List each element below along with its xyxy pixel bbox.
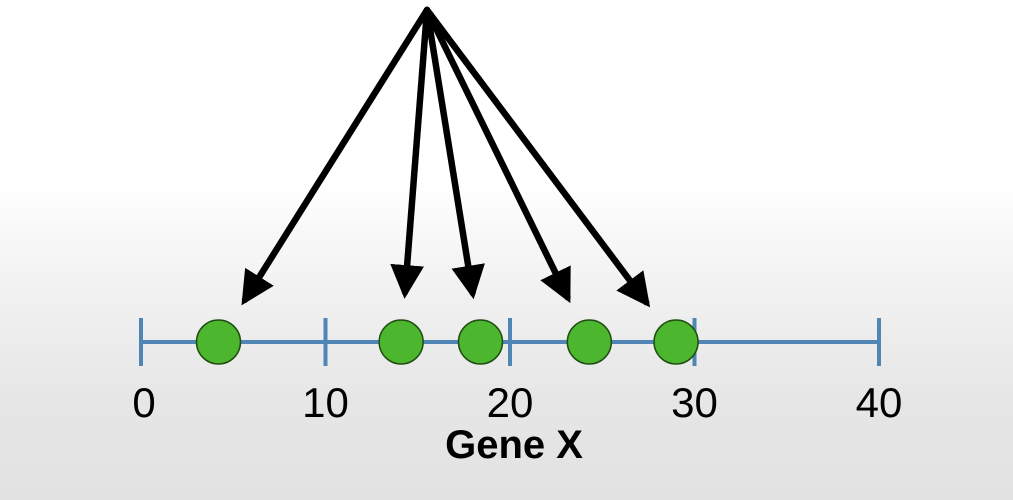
tick-label: 10 [302,379,349,426]
data-point [457,319,504,365]
x-axis-title: Gene X [445,423,583,467]
tick-label: 20 [487,379,534,426]
tick-label: 40 [856,379,903,426]
data-point [566,319,613,365]
tick-label: 30 [671,379,718,426]
data-point [653,319,699,365]
arrow [241,6,431,306]
data-point [195,319,242,365]
arrow-group [241,6,651,308]
arrow [423,6,571,304]
tick-label-group: 0 10 20 30 40 [132,379,902,426]
x-axis [139,318,881,366]
arrow [390,6,431,299]
arrow [423,6,485,300]
data-point [378,319,424,365]
arrow [423,6,651,308]
point-group [195,319,699,365]
tick-label: 0 [132,379,155,426]
